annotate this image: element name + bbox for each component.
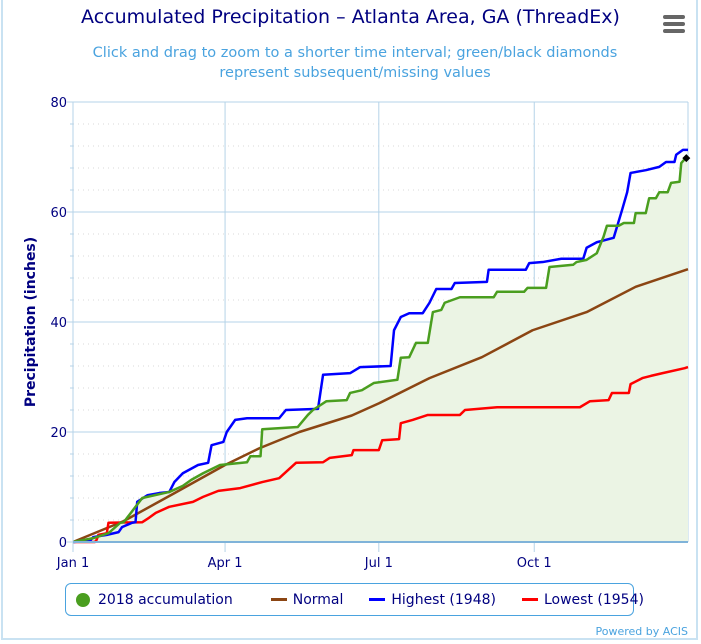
y-tick-label: 0 bbox=[59, 536, 67, 551]
line-swatch-icon bbox=[270, 598, 287, 601]
legend-label: Highest (1948) bbox=[391, 591, 496, 608]
y-tick-label: 60 bbox=[50, 206, 67, 221]
series-line-normal bbox=[72, 268, 689, 544]
y-tick-label: 40 bbox=[50, 316, 67, 331]
line-swatch-icon bbox=[369, 598, 386, 601]
legend-item-2018[interactable]: 2018 accumulation bbox=[66, 592, 233, 608]
legend-item-normal[interactable]: Normal bbox=[233, 591, 344, 608]
axes: 0 20 40 60 80 Jan 1 Apr 1 Jul 1 Oct 1 bbox=[50, 96, 688, 571]
accumulation-area bbox=[73, 158, 688, 542]
credit-link[interactable]: Powered by ACIS bbox=[595, 625, 689, 638]
series-line-highest-1948 bbox=[72, 148, 688, 544]
x-tick-label: Jan 1 bbox=[56, 556, 89, 571]
y-tick-label: 20 bbox=[50, 426, 67, 441]
series-line-lowest-1954 bbox=[73, 365, 689, 544]
y-tick-label: 80 bbox=[50, 96, 67, 111]
missing-value-diamond bbox=[682, 154, 691, 163]
chart-subtitle: Click and drag to zoom to a shorter time… bbox=[92, 45, 618, 81]
x-tick-label: Oct 1 bbox=[517, 556, 552, 571]
x-tick-label: Apr 1 bbox=[208, 556, 243, 571]
y-axis-label: Precipitation (inches) bbox=[23, 237, 39, 407]
legend-label: Normal bbox=[292, 591, 344, 608]
line-swatch-icon bbox=[521, 598, 538, 601]
legend: 2018 accumulation Normal Highest (1948) … bbox=[65, 583, 644, 616]
legend-label: Lowest (1954) bbox=[543, 591, 644, 608]
hamburger-menu-icon[interactable] bbox=[663, 15, 685, 34]
legend-label: 2018 accumulation bbox=[98, 591, 233, 608]
circle-icon bbox=[76, 592, 90, 607]
series-group bbox=[72, 148, 691, 544]
x-tick-label: Jul 1 bbox=[364, 556, 393, 571]
chart-title: Accumulated Precipitation – Atlanta Area… bbox=[81, 6, 620, 28]
legend-item-highest[interactable]: Highest (1948) bbox=[343, 592, 496, 608]
series-line-2018-accumulation bbox=[72, 158, 686, 544]
legend-item-lowest[interactable]: Lowest (1954) bbox=[496, 592, 644, 608]
